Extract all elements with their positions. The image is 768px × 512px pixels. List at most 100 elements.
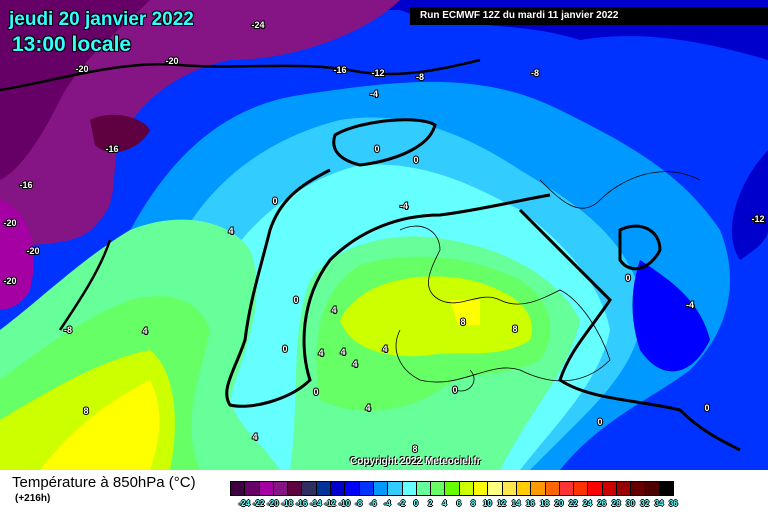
legend-tick-label: 14: [511, 499, 521, 508]
legend-tick-label: -18: [281, 499, 293, 508]
isotherm-label: 4: [331, 305, 336, 315]
isotherm-label: 4: [318, 348, 323, 358]
legend-swatch: [474, 482, 489, 495]
legend-tick-label: 24: [583, 499, 592, 508]
legend-tick-label: 22: [568, 499, 578, 508]
legend-swatch: [617, 482, 632, 495]
zone-dark-purple-2: [90, 114, 150, 153]
legend-swatch: [288, 482, 303, 495]
isotherm-label: -20: [3, 276, 16, 286]
model-run-info: Run ECMWF 12Z du mardi 11 janvier 2022: [410, 7, 768, 25]
isotherm-0-west: [225, 168, 551, 408]
legend-tick-label: 10: [482, 499, 492, 508]
isotherm-label: -4: [370, 89, 378, 99]
isotherm-label: 0: [313, 387, 318, 397]
isotherm-label: -12: [751, 214, 764, 224]
legend-swatch: [545, 482, 560, 495]
isotherm-label: 8: [412, 444, 417, 454]
legend-swatch: [316, 482, 332, 495]
color-scale-ticks: -24 -22 -20 -18 -16 -14 -12 -10 -8 -6 -4 -2 0 2 4 6 8 10 1…: [230, 499, 690, 511]
zone-cold-east: [632, 260, 710, 372]
isotherm-label: 0: [597, 417, 602, 427]
isotherm-label: 8: [83, 406, 88, 416]
legend-tick-label: 20: [554, 499, 564, 508]
legend-swatch: [345, 482, 360, 495]
isotherm-label: 4: [252, 432, 257, 442]
legend-swatch: [488, 482, 503, 495]
variable-title: Température à 850hPa (°C): [12, 474, 196, 491]
legend-swatch: [388, 482, 403, 495]
legend-swatch: [445, 482, 460, 495]
isotherm-label: 4: [142, 326, 147, 336]
legend-swatch: [631, 482, 646, 495]
legend-swatch: [431, 482, 446, 495]
legend-tick-label: -24: [238, 499, 251, 508]
isotherm-label: 0: [374, 144, 379, 154]
zone-cold-iceland: [333, 119, 435, 165]
legend-swatch: [331, 482, 346, 495]
zone-yellow-sw: [40, 380, 160, 470]
isotherm-label: -8: [531, 68, 539, 78]
isotherm-0-east: [518, 208, 741, 452]
legend-tick-label: 18: [540, 499, 550, 508]
color-scale-legend: [230, 481, 675, 496]
legend-tick-label: -10: [338, 499, 351, 508]
legend-swatch: [359, 482, 374, 495]
legend-tick-label: 6: [456, 499, 462, 508]
legend-swatch: [231, 482, 246, 495]
legend-swatch: [402, 482, 417, 495]
legend-tick-label: -14: [310, 499, 322, 508]
forecast-time: 13:00 locale: [12, 33, 132, 56]
forecast-date: jeudi 20 janvier 2022: [9, 9, 194, 30]
isotherm-label: 0: [272, 196, 277, 206]
isotherm-label: 4: [352, 359, 357, 369]
legend-swatch: [602, 482, 618, 495]
legend-swatch: [459, 482, 475, 495]
isotherm-label: 0: [282, 344, 287, 354]
legend-tick-label: -22: [252, 499, 265, 508]
legend-tick-label: -8: [355, 499, 363, 508]
isotherm-minus8: [0, 58, 481, 92]
legend-tick-label: -2: [398, 499, 406, 508]
legend-tick-label: 34: [654, 499, 664, 508]
isotherm-label: 4: [365, 403, 370, 413]
legend-tick-label: -16: [295, 499, 308, 508]
legend-swatch: [574, 482, 589, 495]
legend-tick-label: 4: [442, 499, 447, 508]
legend-tick-label: 32: [640, 499, 650, 508]
isotherm-label: -4: [686, 300, 694, 310]
isotherm-label: -20: [75, 64, 88, 74]
isotherm-label: 0: [704, 403, 709, 413]
isotherm-label: 0: [452, 385, 457, 395]
legend-swatch: [373, 482, 389, 495]
isotherm-label: 0: [293, 295, 298, 305]
zone-purple-2: [0, 200, 34, 310]
legend-tick-label: -20: [267, 499, 279, 508]
isotherm-label: 8: [512, 324, 517, 334]
temperature-850hpa-map: -20 -24 -20 -16 -12 -8 -8 -4 -16 -16 0 0 -4 0 -20 -20 -2…: [0, 0, 768, 470]
legend-swatch: [659, 482, 674, 495]
legend-tick-label: 26: [597, 499, 607, 508]
lead-time: (+216h): [15, 493, 51, 504]
zone-lime: [340, 276, 532, 357]
isotherm-label: 8: [460, 317, 465, 327]
legend-tick-label: 0: [413, 499, 419, 508]
legend-tick-label: 12: [497, 499, 507, 508]
zone-yellow-france: [450, 300, 480, 325]
legend-tick-label: 16: [525, 499, 535, 508]
isotherm-0-iceland: [332, 118, 437, 167]
isotherm-label: -8: [416, 72, 424, 82]
legend-tick-label: 28: [611, 499, 621, 508]
copyright: Copyright 2022 Meteociel.fr: [350, 456, 481, 467]
zone-dark-purple: [0, 0, 150, 180]
isotherm-label: -24: [251, 20, 264, 30]
legend-swatch: [531, 482, 546, 495]
legend-swatch: [645, 482, 660, 495]
isotherm-minus8-w: [58, 239, 112, 331]
legend-tick-label: -4: [383, 499, 391, 508]
isotherm-label: -8: [64, 325, 72, 335]
legend-swatch: [302, 482, 317, 495]
legend-swatch: [516, 482, 532, 495]
legend-swatch: [502, 482, 517, 495]
